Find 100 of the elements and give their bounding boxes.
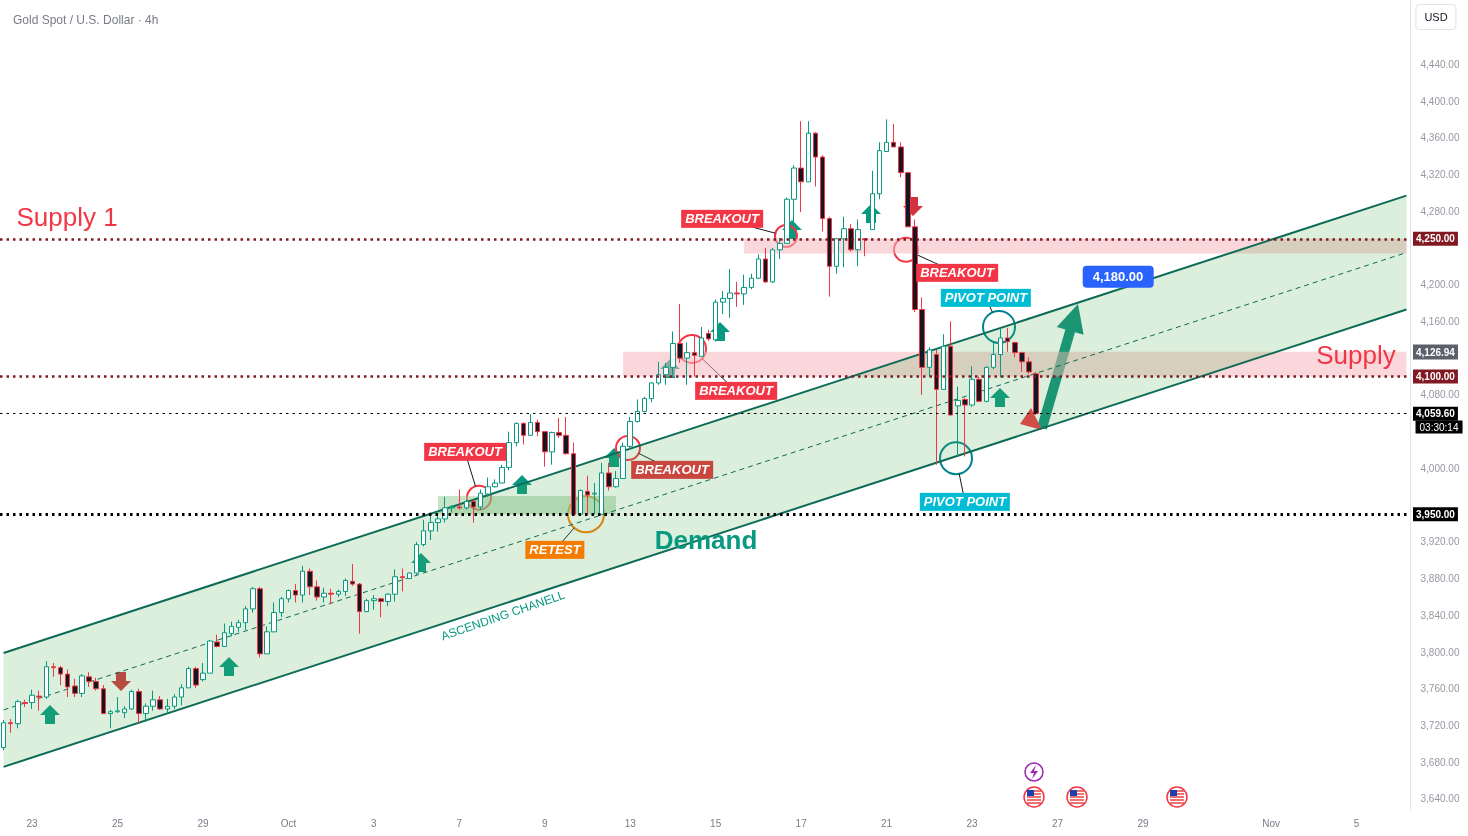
y-tick-label: 3,920.00 [1420,536,1460,548]
candlestick [549,431,555,466]
x-tick-label: 23 [26,817,39,829]
candlestick [734,281,740,308]
candlestick [749,273,754,290]
candlestick [692,335,697,378]
candlestick [122,705,127,719]
candlestick [357,582,362,635]
candlestick [172,693,177,710]
candlestick [884,118,889,153]
candlestick [371,594,377,611]
candlestick [599,462,604,515]
candlestick [677,303,683,364]
candlestick [635,398,640,423]
ref-line-label: 4,100.00 [1416,371,1456,383]
candlestick [998,327,1003,378]
candlestick [984,365,989,403]
candlestick [1005,327,1010,353]
x-tick-label: 15 [710,817,722,829]
candlestick [514,421,519,447]
candlestick [962,397,968,457]
x-tick-label: 13 [624,817,637,829]
y-tick-label: 4,000.00 [1420,462,1460,474]
candlestick [1033,371,1039,416]
band-label: 4,126.94 [1413,344,1458,360]
candlestick [378,597,384,618]
x-tick-label: 27 [1051,817,1064,829]
candlestick [606,462,612,491]
candlestick [250,586,256,614]
candlestick [72,678,78,698]
y-tick-label: 4,160.00 [1420,315,1460,327]
candlestick [642,396,647,413]
x-tick-label: 17 [795,817,808,829]
candlestick [820,154,825,232]
y-tick-label: 4,320.00 [1420,168,1460,180]
candlestick [350,563,355,587]
annotation: Supply [1316,339,1396,370]
candlestick [948,320,953,416]
annotation: Supply 1 [16,201,118,232]
candlestick [1,719,6,751]
candlestick [321,587,327,603]
candlestick [464,499,469,511]
x-tick-label: 25 [111,817,124,829]
candlestick [293,583,298,603]
candlestick [457,488,462,511]
candlestick [934,349,939,466]
candlestick [108,709,113,729]
candlestick [571,442,576,515]
ref-line-label: 4,250.00 [1416,233,1456,245]
candlestick [478,488,483,511]
y-tick-label: 3,680.00 [1420,756,1460,768]
candlestick [129,689,134,711]
candlestick [222,623,227,648]
candlestick [756,253,761,280]
candlestick [8,718,13,734]
candlestick [407,571,412,580]
text: USD [1415,3,1457,31]
y-tick-label: 3,840.00 [1420,609,1460,621]
candlestick [855,218,861,267]
candlestick [976,376,982,403]
x-tick-label: 9 [541,817,548,829]
candlestick [834,237,839,275]
candlestick [741,274,747,306]
candlestick [649,381,654,403]
candlestick [165,698,170,714]
candlestick [229,621,234,637]
candlestick [870,170,875,231]
candlestick [955,386,961,457]
candlestick [193,666,199,689]
candlestick [179,683,184,706]
annotation: PIVOT POINT [940,288,1032,308]
candlestick [542,431,548,468]
candlestick [471,499,476,524]
annotation: 4,180.00 [1082,265,1154,289]
y-tick-label: 4,080.00 [1420,389,1460,401]
annotation: BREAKOUT [631,460,713,480]
annotation: RETEST [525,540,585,560]
y-tick-label: 3,880.00 [1420,573,1460,585]
candlestick [29,689,35,710]
y-tick-label: 3,800.00 [1420,646,1460,658]
candlestick [186,666,191,689]
candlestick [115,696,120,714]
x-tick-label: 7 [456,817,463,829]
candlestick [770,247,775,284]
candlestick [243,605,248,631]
annotation: PIVOT POINT [919,492,1011,512]
candlestick [841,216,847,268]
y-tick-label: 4,360.00 [1420,132,1460,144]
candlestick [79,673,85,698]
text: 03:30:14 [1415,420,1463,434]
y-tick-label: 3,760.00 [1420,683,1460,695]
candlestick [528,413,533,436]
candlestick [585,475,590,515]
annotation: BREAKOUT [916,263,998,283]
candlestick [414,541,419,576]
candlestick [699,326,704,357]
y-tick-label: 4,400.00 [1420,95,1460,107]
candlestick [684,342,690,386]
candlestick [343,578,348,597]
x-tick-label: 23 [966,817,979,829]
